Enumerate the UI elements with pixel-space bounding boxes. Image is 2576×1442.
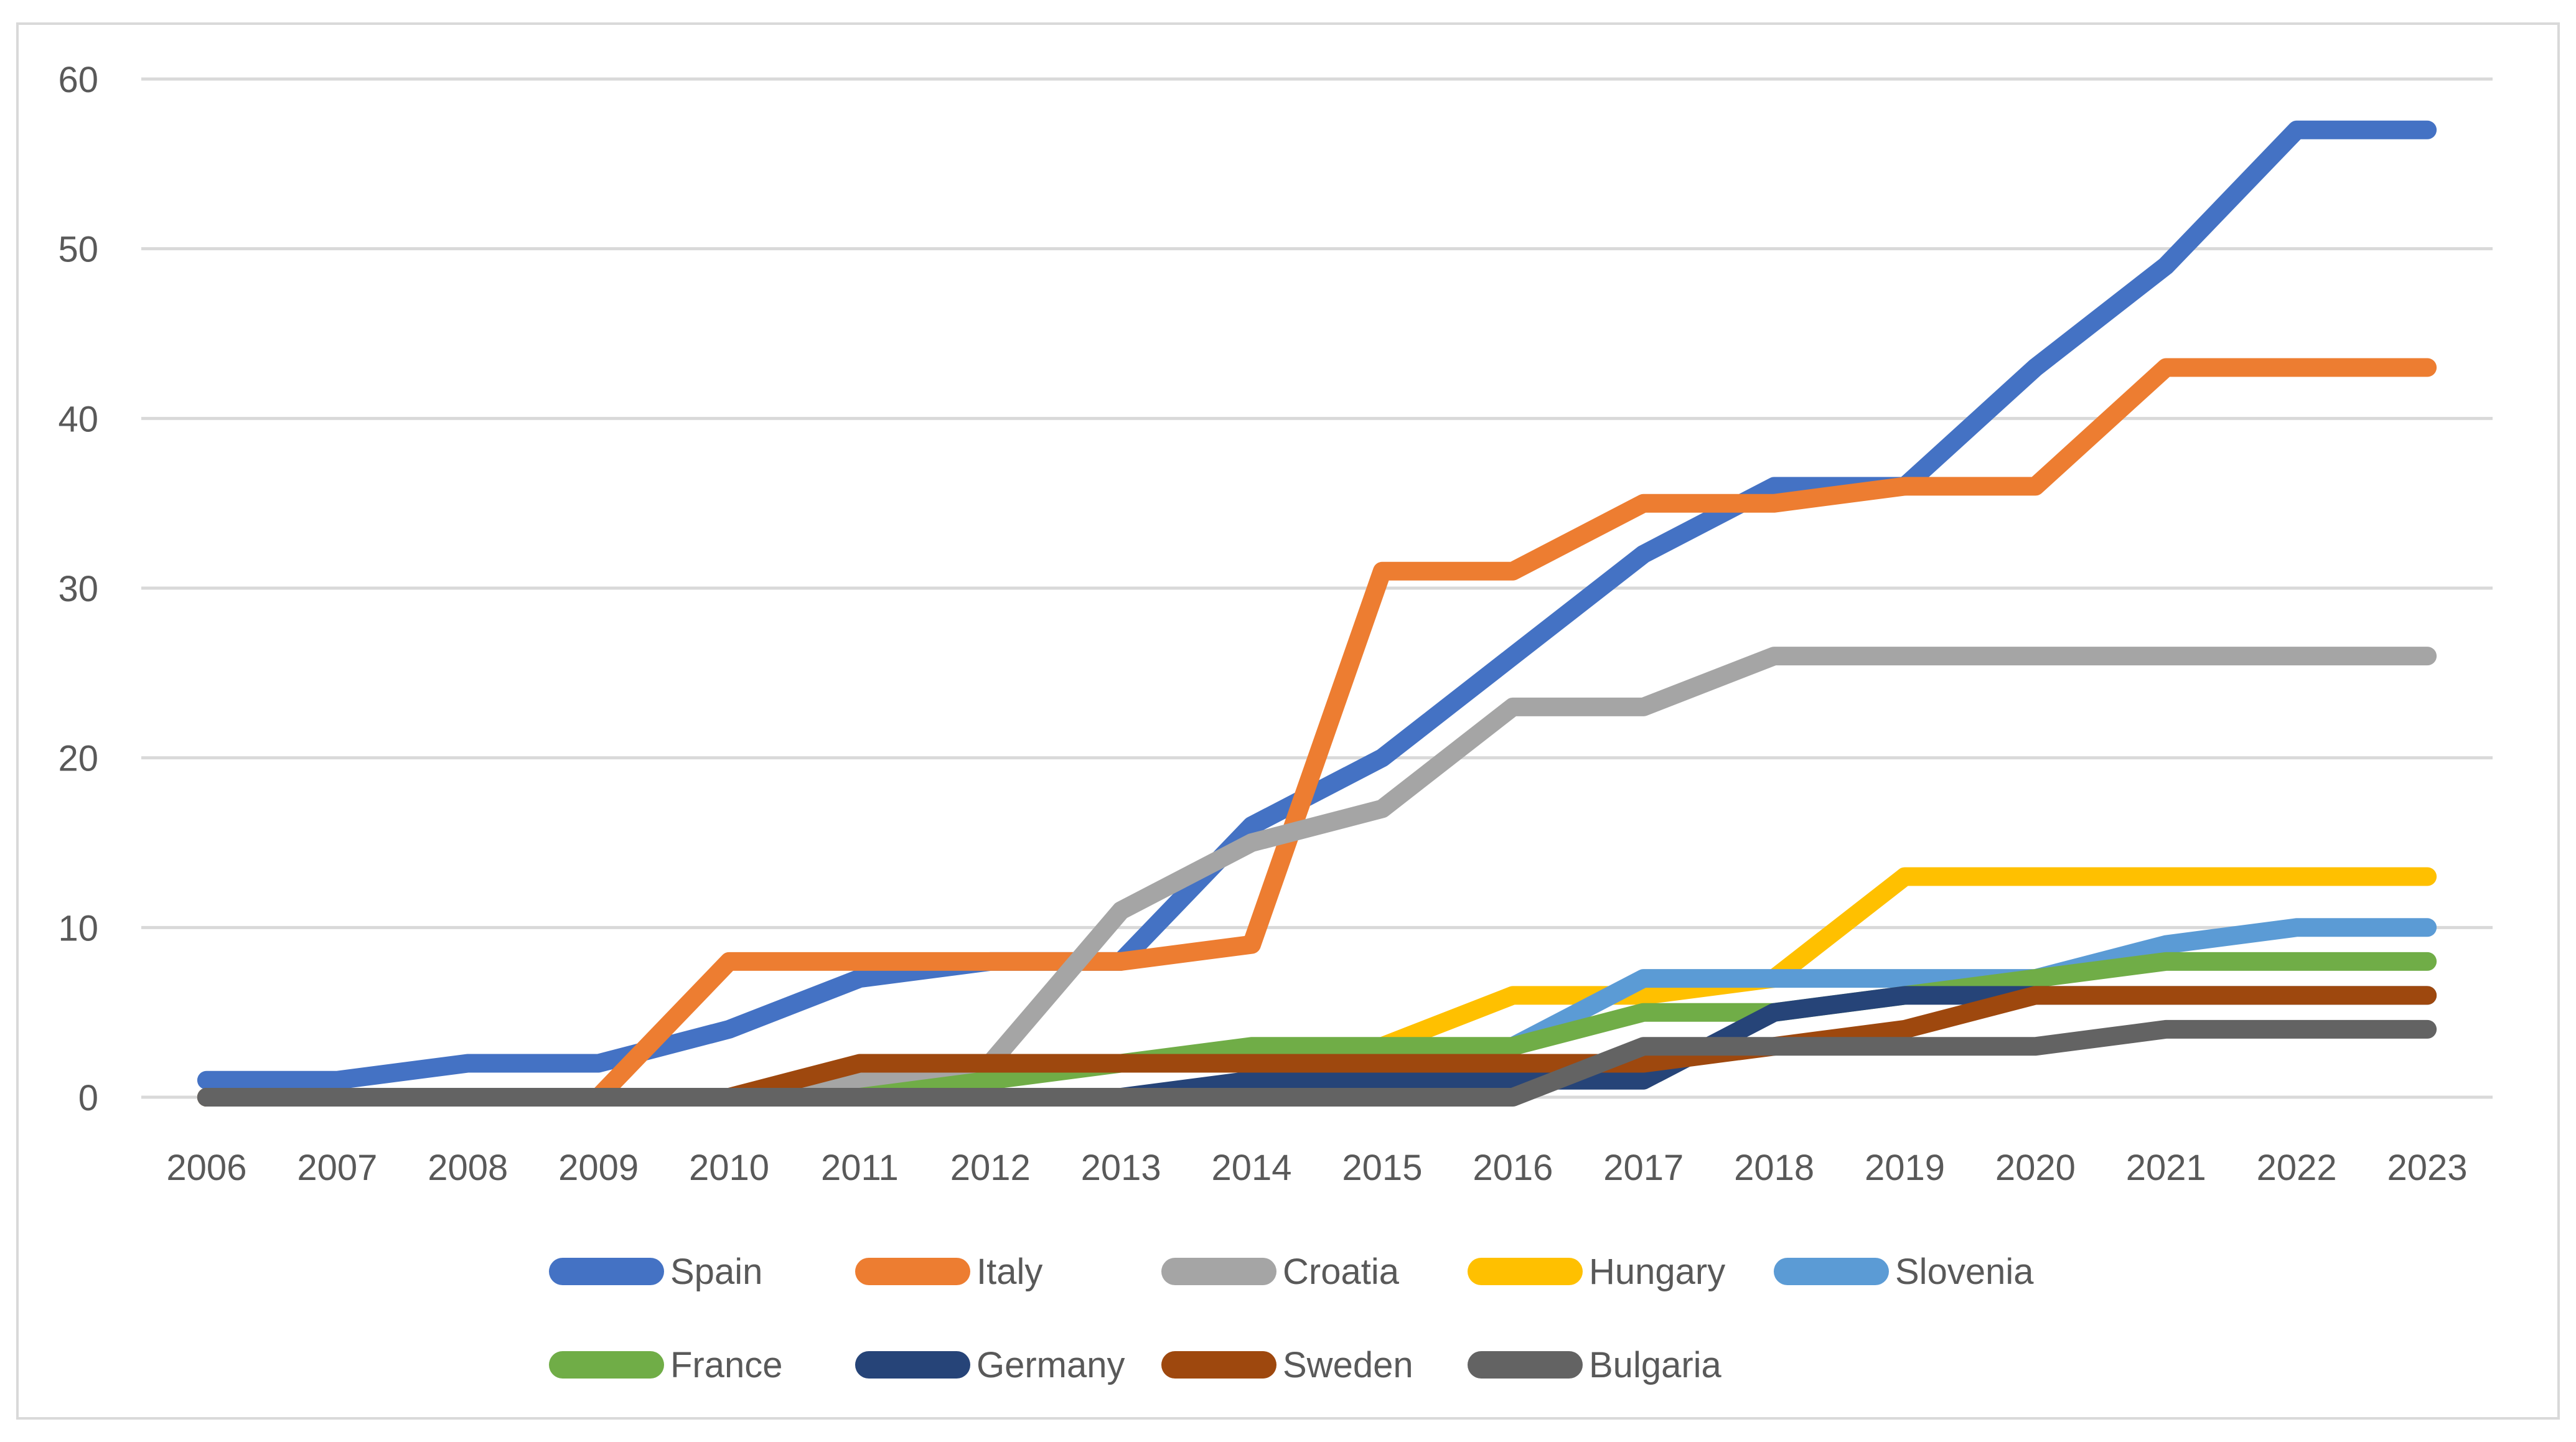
legend-swatch-slovenia [1774,1258,1889,1285]
x-axis-tick-label: 2006 [166,1148,246,1188]
legend-label-bulgaria: Bulgaria [1589,1344,1721,1385]
legend-item-sweden: Sweden [1161,1344,1468,1386]
legend-swatch-bulgaria [1468,1351,1583,1379]
x-axis-tick-label: 2020 [1995,1148,2076,1188]
x-axis-tick-label: 2013 [1081,1148,1161,1188]
x-axis-tick-label: 2014 [1212,1148,1292,1188]
x-axis-tick-label: 2019 [1865,1148,1945,1188]
y-axis-tick-label: 20 [58,739,98,779]
legend-item-germany: Germany [855,1344,1161,1386]
x-axis-tick-label: 2016 [1473,1148,1553,1188]
legend-item-hungary: Hungary [1468,1251,1774,1293]
legend-swatch-hungary [1468,1258,1583,1285]
x-axis-tick-label: 2010 [689,1148,769,1188]
legend-item-spain: Spain [549,1251,855,1293]
x-axis-tick-label: 2023 [2387,1148,2468,1188]
x-axis-tick-label: 2011 [821,1148,899,1188]
legend-label-germany: Germany [977,1344,1125,1385]
x-axis-tick-label: 2012 [950,1148,1031,1188]
legend-swatch-sweden [1161,1351,1276,1379]
legend-item-bulgaria: Bulgaria [1468,1344,1774,1386]
x-axis-tick-label: 2015 [1342,1148,1422,1188]
x-axis-tick-label: 2009 [558,1148,639,1188]
series-line-bulgaria [197,1019,2437,1107]
y-axis-tick-label: 40 [58,399,98,439]
x-axis-tick-label: 2017 [1603,1148,1684,1188]
y-axis-tick-label: 60 [58,60,98,100]
legend-label-croatia: Croatia [1283,1251,1399,1292]
legend-swatch-germany [855,1351,970,1379]
legend-label-italy: Italy [977,1251,1043,1292]
legend-label-france: France [670,1344,783,1385]
legend-swatch-italy [855,1258,970,1285]
x-axis-tick-label: 2007 [297,1148,377,1188]
legend-swatch-croatia [1161,1258,1276,1285]
y-axis-tick-label: 0 [78,1078,98,1118]
legend-label-hungary: Hungary [1589,1251,1726,1292]
legend-item-slovenia: Slovenia [1774,1251,2080,1293]
legend-item-croatia: Croatia [1161,1251,1468,1293]
legend-swatch-spain [549,1258,664,1285]
legend-label-slovenia: Slovenia [1895,1251,2034,1292]
y-axis-tick-label: 50 [58,230,98,270]
y-axis-tick-label: 30 [58,569,98,609]
legend-item-italy: Italy [855,1251,1161,1293]
y-axis-tick-label: 10 [58,908,98,948]
x-axis-tick-label: 2018 [1734,1148,1814,1188]
legend-item-france: France [549,1344,855,1386]
legend-label-spain: Spain [670,1251,763,1292]
legend-label-sweden: Sweden [1283,1344,1413,1385]
x-axis-tick-label: 2008 [428,1148,508,1188]
legend-row-2: France Germany Sweden Bulgaria [549,1343,1774,1387]
legend-swatch-france [549,1351,664,1379]
legend-row-1: Spain Italy Croatia Hungary Slovenia [549,1250,2080,1293]
series-line-spain [197,120,2437,1090]
x-axis-tick-label: 2022 [2257,1148,2337,1188]
x-axis-tick-label: 2021 [2126,1148,2206,1188]
